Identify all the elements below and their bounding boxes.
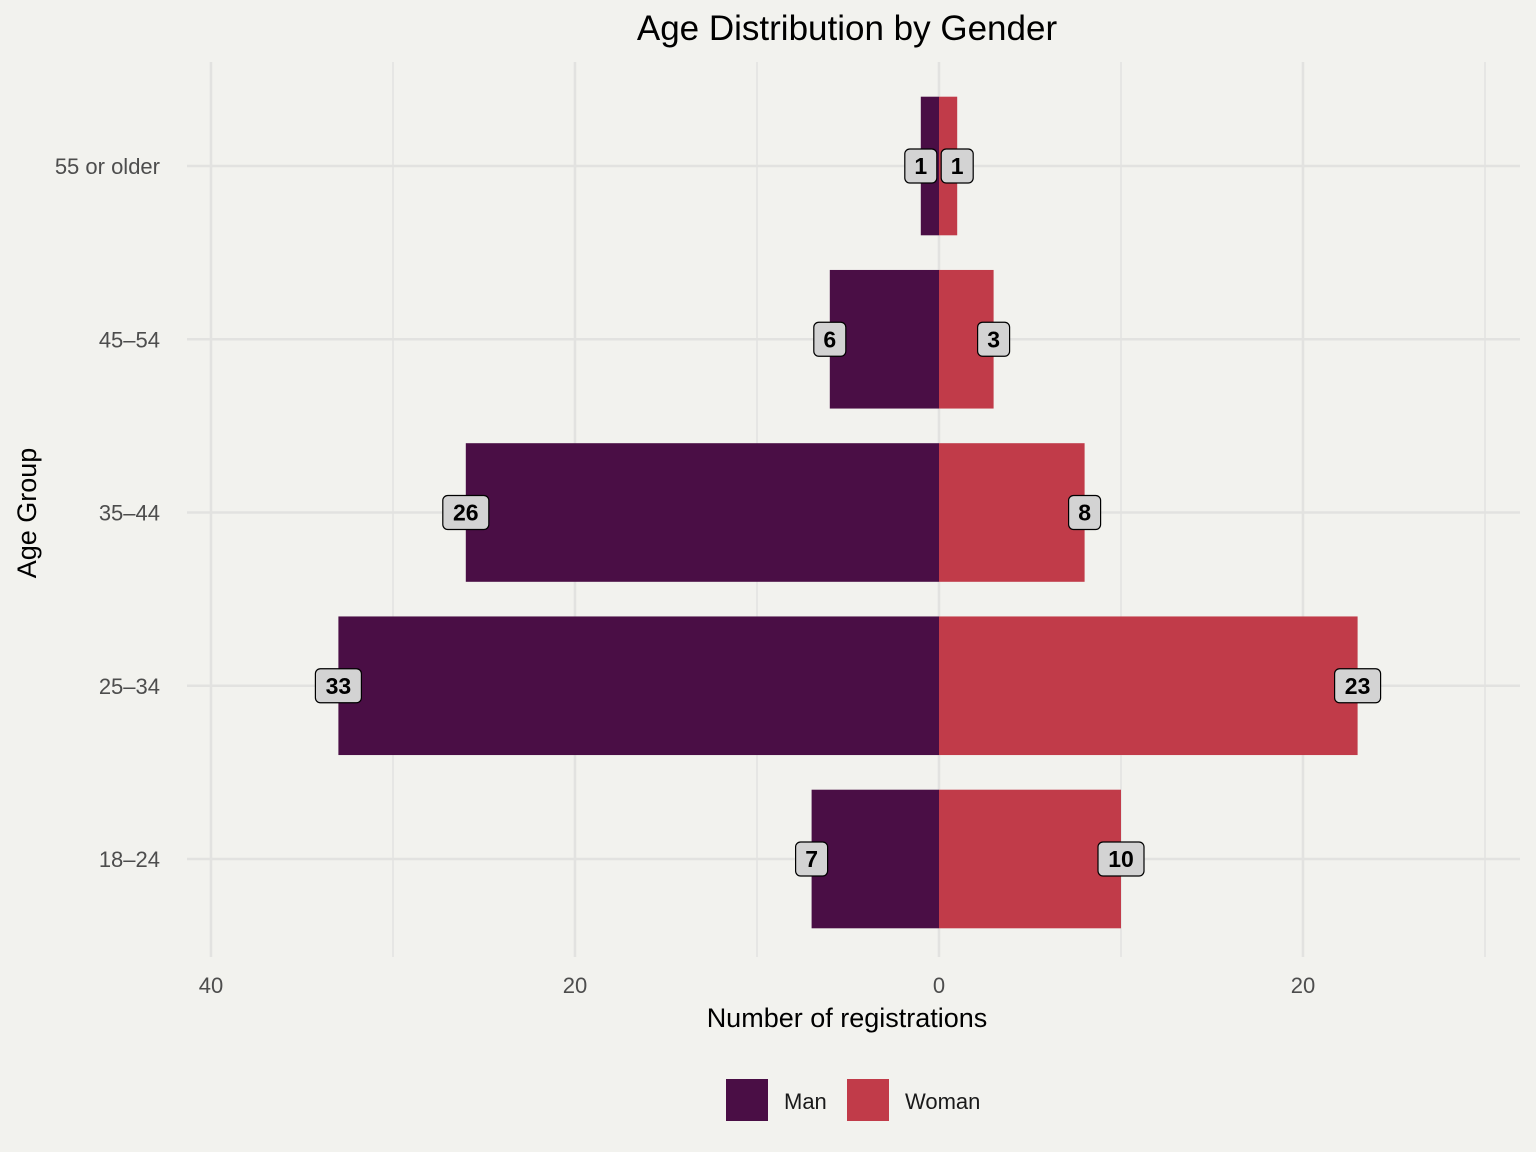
data-label-woman-3: 3 [976, 321, 1011, 357]
data-label-value: 7 [805, 846, 818, 872]
bar-woman-1 [939, 616, 1358, 756]
data-labels: 7 33 26 6 1 10 23 8 3 1 [314, 148, 1382, 877]
data-label-value: 33 [326, 673, 352, 699]
bar-woman-0 [939, 789, 1121, 929]
bar-man-3 [829, 269, 939, 409]
legend-swatch-man [726, 1079, 768, 1121]
data-label-box [794, 841, 829, 877]
x-tick-label: 0 [933, 973, 945, 998]
x-axis-title: Number of registrations [707, 1003, 988, 1033]
data-label-man-2: 26 [442, 494, 490, 531]
axes: 40 20 0 20 18–24 25–34 35–44 45–54 55 or older [55, 154, 1315, 998]
data-label-value: 1 [914, 153, 927, 179]
data-label-box [1333, 668, 1382, 704]
y-tick-label: 35–44 [99, 501, 160, 526]
data-label-value: 23 [1345, 673, 1371, 699]
bar-woman-2 [939, 443, 1085, 582]
legend-label-woman: Woman [905, 1089, 980, 1114]
data-label-box [940, 148, 974, 184]
legend-label-man: Man [784, 1089, 827, 1114]
data-label-woman-0: 10 [1097, 841, 1145, 877]
data-label-box [813, 321, 847, 357]
legend: Man Woman [726, 1079, 980, 1121]
bar-man-0 [811, 789, 939, 929]
chart-title: Age Distribution by Gender [637, 9, 1058, 48]
data-label-value: 8 [1078, 500, 1091, 526]
legend-swatch-woman [847, 1079, 889, 1121]
data-label-box [976, 321, 1011, 357]
data-label-value: 26 [453, 500, 479, 526]
bars [338, 96, 1358, 929]
x-tick-label: 20 [1291, 973, 1315, 998]
data-label-box [904, 148, 938, 184]
data-label-value: 3 [987, 326, 1000, 352]
data-label-man-3: 6 [813, 321, 847, 357]
data-label-woman-2: 8 [1067, 494, 1102, 531]
bar-man-2 [465, 443, 939, 582]
y-tick-label: 18–24 [99, 847, 160, 872]
data-label-box [442, 494, 490, 531]
y-tick-label: 55 or older [55, 154, 160, 179]
data-label-woman-1: 23 [1333, 668, 1382, 704]
data-label-value: 1 [951, 153, 964, 179]
y-tick-label: 25–34 [99, 674, 160, 699]
bar-man-1 [338, 616, 939, 756]
data-label-box [1097, 841, 1145, 877]
data-label-box [314, 668, 362, 704]
data-label-man-0: 7 [794, 841, 829, 877]
data-label-box [1067, 494, 1102, 531]
y-axis-title: Age Group [12, 448, 42, 579]
data-label-man-4: 1 [904, 148, 938, 184]
data-label-value: 6 [823, 326, 836, 352]
data-label-woman-4: 1 [940, 148, 974, 184]
x-tick-label: 40 [199, 973, 223, 998]
y-tick-label: 45–54 [99, 327, 160, 352]
data-label-value: 10 [1108, 846, 1134, 872]
x-tick-label: 20 [563, 973, 587, 998]
data-label-man-1: 33 [314, 668, 362, 704]
